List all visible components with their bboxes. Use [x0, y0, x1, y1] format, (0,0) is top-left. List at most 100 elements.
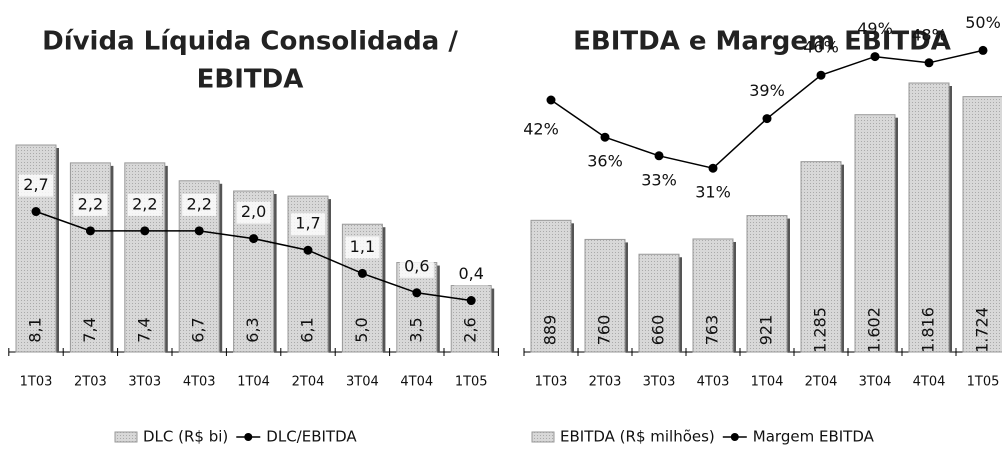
bar-label: 7,4	[80, 317, 99, 342]
legend-dot	[730, 433, 739, 441]
legend-label: DLC/EBITDA	[266, 428, 357, 446]
bar	[800, 161, 842, 353]
line-point	[31, 207, 41, 217]
bar	[530, 219, 572, 353]
line-label: 2,7	[23, 175, 48, 194]
x-tick-label: 3T03	[128, 375, 161, 390]
x-tick-label: 3T04	[859, 375, 892, 390]
line-label: 0,6	[404, 256, 429, 275]
bar-label: 6,1	[298, 317, 317, 342]
line-point	[303, 245, 313, 255]
chart-title: EBITDA	[197, 65, 304, 95]
legend-label: Margem EBITDA	[753, 428, 875, 446]
line-label: 1,1	[350, 237, 375, 256]
line-label: 2,2	[186, 194, 211, 213]
bar-label: 889	[541, 315, 560, 346]
line-label: 50%	[965, 13, 1001, 32]
label-box	[182, 193, 217, 216]
x-tick-label: 2T03	[74, 375, 107, 390]
x-tick-label: 1T04	[751, 375, 784, 390]
bar-label: 6,7	[189, 317, 208, 342]
line-point	[654, 151, 664, 161]
line-point	[194, 226, 204, 236]
bar	[584, 238, 626, 353]
line-label: 2,2	[132, 194, 157, 213]
line-label: 42%	[523, 120, 559, 139]
bar	[638, 253, 680, 353]
x-tick-label: 4T04	[913, 375, 946, 390]
line-point	[249, 234, 259, 244]
bar-label: 1.602	[865, 307, 884, 353]
bar	[908, 82, 950, 353]
legend-swatch	[531, 431, 555, 443]
legend-dot	[244, 433, 253, 441]
bar-label: 3,5	[406, 317, 425, 342]
line-label: 1,7	[295, 214, 320, 233]
label-box	[345, 236, 380, 259]
line-label: 33%	[641, 170, 677, 189]
bar-label: 760	[595, 315, 614, 346]
label-box	[236, 201, 271, 224]
x-tick-label: 1T03	[535, 375, 568, 390]
line-label: 2,0	[241, 202, 266, 221]
line-point	[978, 45, 988, 55]
line-point	[85, 226, 95, 236]
line-label: 48%	[911, 25, 947, 44]
bar-label: 1.816	[919, 307, 938, 353]
label-box	[399, 255, 434, 278]
line-label: 46%	[803, 38, 839, 57]
line-label: 49%	[857, 19, 893, 38]
bar-label: 1.285	[811, 307, 830, 353]
bar	[962, 96, 1002, 353]
x-tick-label: 2T04	[805, 375, 838, 390]
label-box	[454, 263, 489, 286]
legend-label: EBITDA (R$ milhões)	[560, 428, 715, 446]
line-point	[546, 95, 556, 105]
line-point	[357, 268, 367, 278]
x-tick-label: 2T04	[292, 375, 325, 390]
line-label: 36%	[587, 152, 623, 171]
line-label: 31%	[695, 183, 731, 202]
bar-label: 1.724	[973, 307, 992, 353]
line-point	[816, 70, 826, 80]
chart-title: Dívida Líquida Consolidada /	[42, 27, 458, 57]
x-tick-label: 4T04	[400, 375, 433, 390]
bar-label: 921	[757, 315, 776, 346]
line-point	[140, 226, 150, 236]
bar-label: 8,1	[26, 317, 45, 342]
line-point	[466, 296, 476, 306]
line-label: 39%	[749, 81, 785, 100]
line-point	[762, 114, 772, 124]
legend-label: DLC (R$ bi)	[143, 428, 228, 446]
line-label: 2,2	[78, 194, 103, 213]
line-point	[600, 132, 610, 142]
x-tick-label: 4T03	[697, 375, 730, 390]
line-label: 0,4	[458, 264, 483, 283]
label-box	[73, 193, 108, 216]
x-tick-label: 1T03	[20, 375, 53, 390]
bar-label: 5,0	[352, 317, 371, 342]
bar	[746, 215, 788, 353]
bar-label: 7,4	[134, 317, 153, 342]
bar-label: 6,3	[243, 317, 262, 342]
label-box	[127, 193, 162, 216]
x-tick-label: 1T04	[237, 375, 270, 390]
x-tick-label: 1T05	[967, 375, 1000, 390]
x-tick-label: 1T05	[455, 375, 488, 390]
legend-swatch	[114, 431, 138, 443]
chart-title: EBITDA e Margem EBITDA	[573, 27, 951, 57]
bar-label: 763	[703, 315, 722, 346]
line-point	[870, 52, 880, 62]
line-point	[708, 163, 718, 173]
line-point	[412, 288, 422, 298]
bar-label: 2,6	[461, 317, 480, 342]
bar-label: 660	[649, 315, 668, 346]
x-tick-label: 3T03	[643, 375, 676, 390]
x-tick-label: 4T03	[183, 375, 216, 390]
line-point	[924, 58, 934, 68]
label-box	[291, 213, 325, 236]
label-box	[19, 174, 53, 197]
bar	[854, 114, 896, 353]
x-tick-label: 3T04	[346, 375, 379, 390]
